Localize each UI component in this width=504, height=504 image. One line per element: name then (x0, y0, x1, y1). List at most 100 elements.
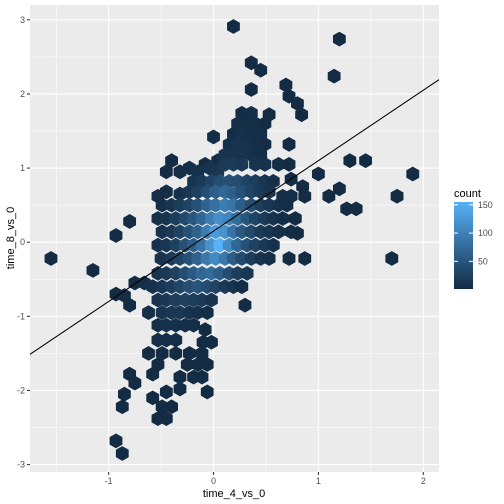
hexbin (332, 31, 346, 47)
hexbin (244, 82, 258, 97)
legend-title: count (454, 188, 481, 200)
y-tick-label: -1 (17, 311, 25, 321)
hexbin (165, 399, 178, 415)
hexbin (235, 156, 249, 172)
hexbin (109, 228, 123, 243)
hexbin (128, 375, 142, 391)
regression-line (29, 79, 440, 355)
hexbin (280, 197, 294, 213)
hexbin (298, 251, 312, 266)
hexbin (349, 201, 363, 217)
hexbin (146, 366, 160, 382)
hexbin (282, 136, 296, 152)
hexbin (258, 156, 272, 172)
hexbin (207, 129, 220, 145)
hexbin-cells (44, 19, 420, 461)
hexbin (327, 68, 341, 84)
hexbin (159, 164, 173, 180)
hexbin (390, 188, 404, 204)
legend-ticks: 50 100 150 (454, 200, 493, 266)
hexbin (343, 153, 357, 169)
hexbin (44, 251, 58, 266)
hexbin (227, 19, 240, 34)
hexbin (200, 357, 214, 372)
hexbin (272, 156, 285, 172)
y-tick-label: 1 (20, 163, 25, 173)
hexbin (159, 411, 173, 427)
color-legend: count 50 100 150 (454, 188, 493, 289)
hexbin (169, 332, 183, 348)
hexbin (142, 305, 155, 321)
hexbin (142, 346, 155, 361)
hexbin (359, 153, 372, 169)
hexbin (200, 305, 214, 321)
hexbin (173, 381, 187, 397)
hexbin (180, 357, 194, 372)
hexbin (262, 251, 276, 266)
y-tick-label: 3 (20, 15, 25, 25)
y-tick-label: 0 (20, 237, 25, 247)
hexbin (205, 292, 218, 308)
hexbin (298, 188, 312, 204)
hexbin (288, 211, 302, 226)
hexbin (266, 237, 280, 253)
x-tick-label: 2 (421, 476, 426, 486)
y-tick-label: 2 (20, 89, 25, 99)
hexbin (205, 334, 218, 350)
hexbin (238, 297, 252, 313)
hexbin (200, 384, 214, 400)
legend-tick-label: 50 (478, 256, 488, 266)
y-tick-label: -2 (17, 385, 25, 395)
legend-colorbar (454, 202, 473, 289)
hexbin (187, 317, 201, 333)
hexbin (195, 369, 209, 385)
hexbin (115, 446, 129, 461)
hexbin (276, 211, 290, 226)
hexbin (123, 214, 137, 229)
hexbin (169, 346, 183, 361)
hexbin (198, 322, 212, 338)
hexbin (291, 225, 304, 241)
hexbin (159, 184, 173, 200)
hexbin (282, 251, 296, 266)
hexbin (86, 262, 100, 278)
hexbin (235, 279, 249, 295)
x-axis-ticks: -1 0 1 2 (105, 472, 426, 486)
hexbin (385, 251, 399, 266)
hexbin (155, 346, 169, 361)
y-tick-label: -3 (17, 460, 25, 470)
hexbin (165, 153, 178, 169)
y-axis-title: time_8_vs_0 (5, 207, 17, 269)
hexbin (406, 166, 420, 182)
hexbin (146, 390, 160, 406)
x-tick-label: 1 (316, 476, 321, 486)
hexbin (154, 251, 168, 266)
hexbin (123, 297, 137, 313)
regression-line-group (29, 79, 440, 355)
hexbin (279, 77, 293, 93)
x-tick-label: -1 (105, 476, 113, 486)
hexbin (272, 224, 285, 240)
legend-tick-label: 150 (478, 200, 493, 210)
gridlines (30, 5, 439, 472)
hexbin (291, 96, 304, 111)
hexbin (159, 384, 173, 400)
hexbin (240, 265, 254, 281)
y-axis-ticks: -3 -2 -1 0 1 2 3 (17, 15, 30, 470)
hexbin (173, 369, 187, 385)
hexbin (183, 346, 196, 361)
hexbin (332, 181, 346, 197)
hexbin (195, 346, 209, 361)
hexbin (295, 107, 309, 123)
hexbin (109, 433, 123, 449)
x-tick-label: 0 (211, 476, 216, 486)
hexbin (311, 166, 325, 182)
hexbin (254, 62, 268, 78)
x-axis-title: time_4_vs_0 (203, 488, 265, 500)
legend-tick-label: 100 (478, 228, 493, 238)
hexbin (322, 188, 336, 204)
hexbin (115, 399, 129, 415)
hexbin (117, 386, 131, 402)
hexbin (282, 156, 296, 172)
